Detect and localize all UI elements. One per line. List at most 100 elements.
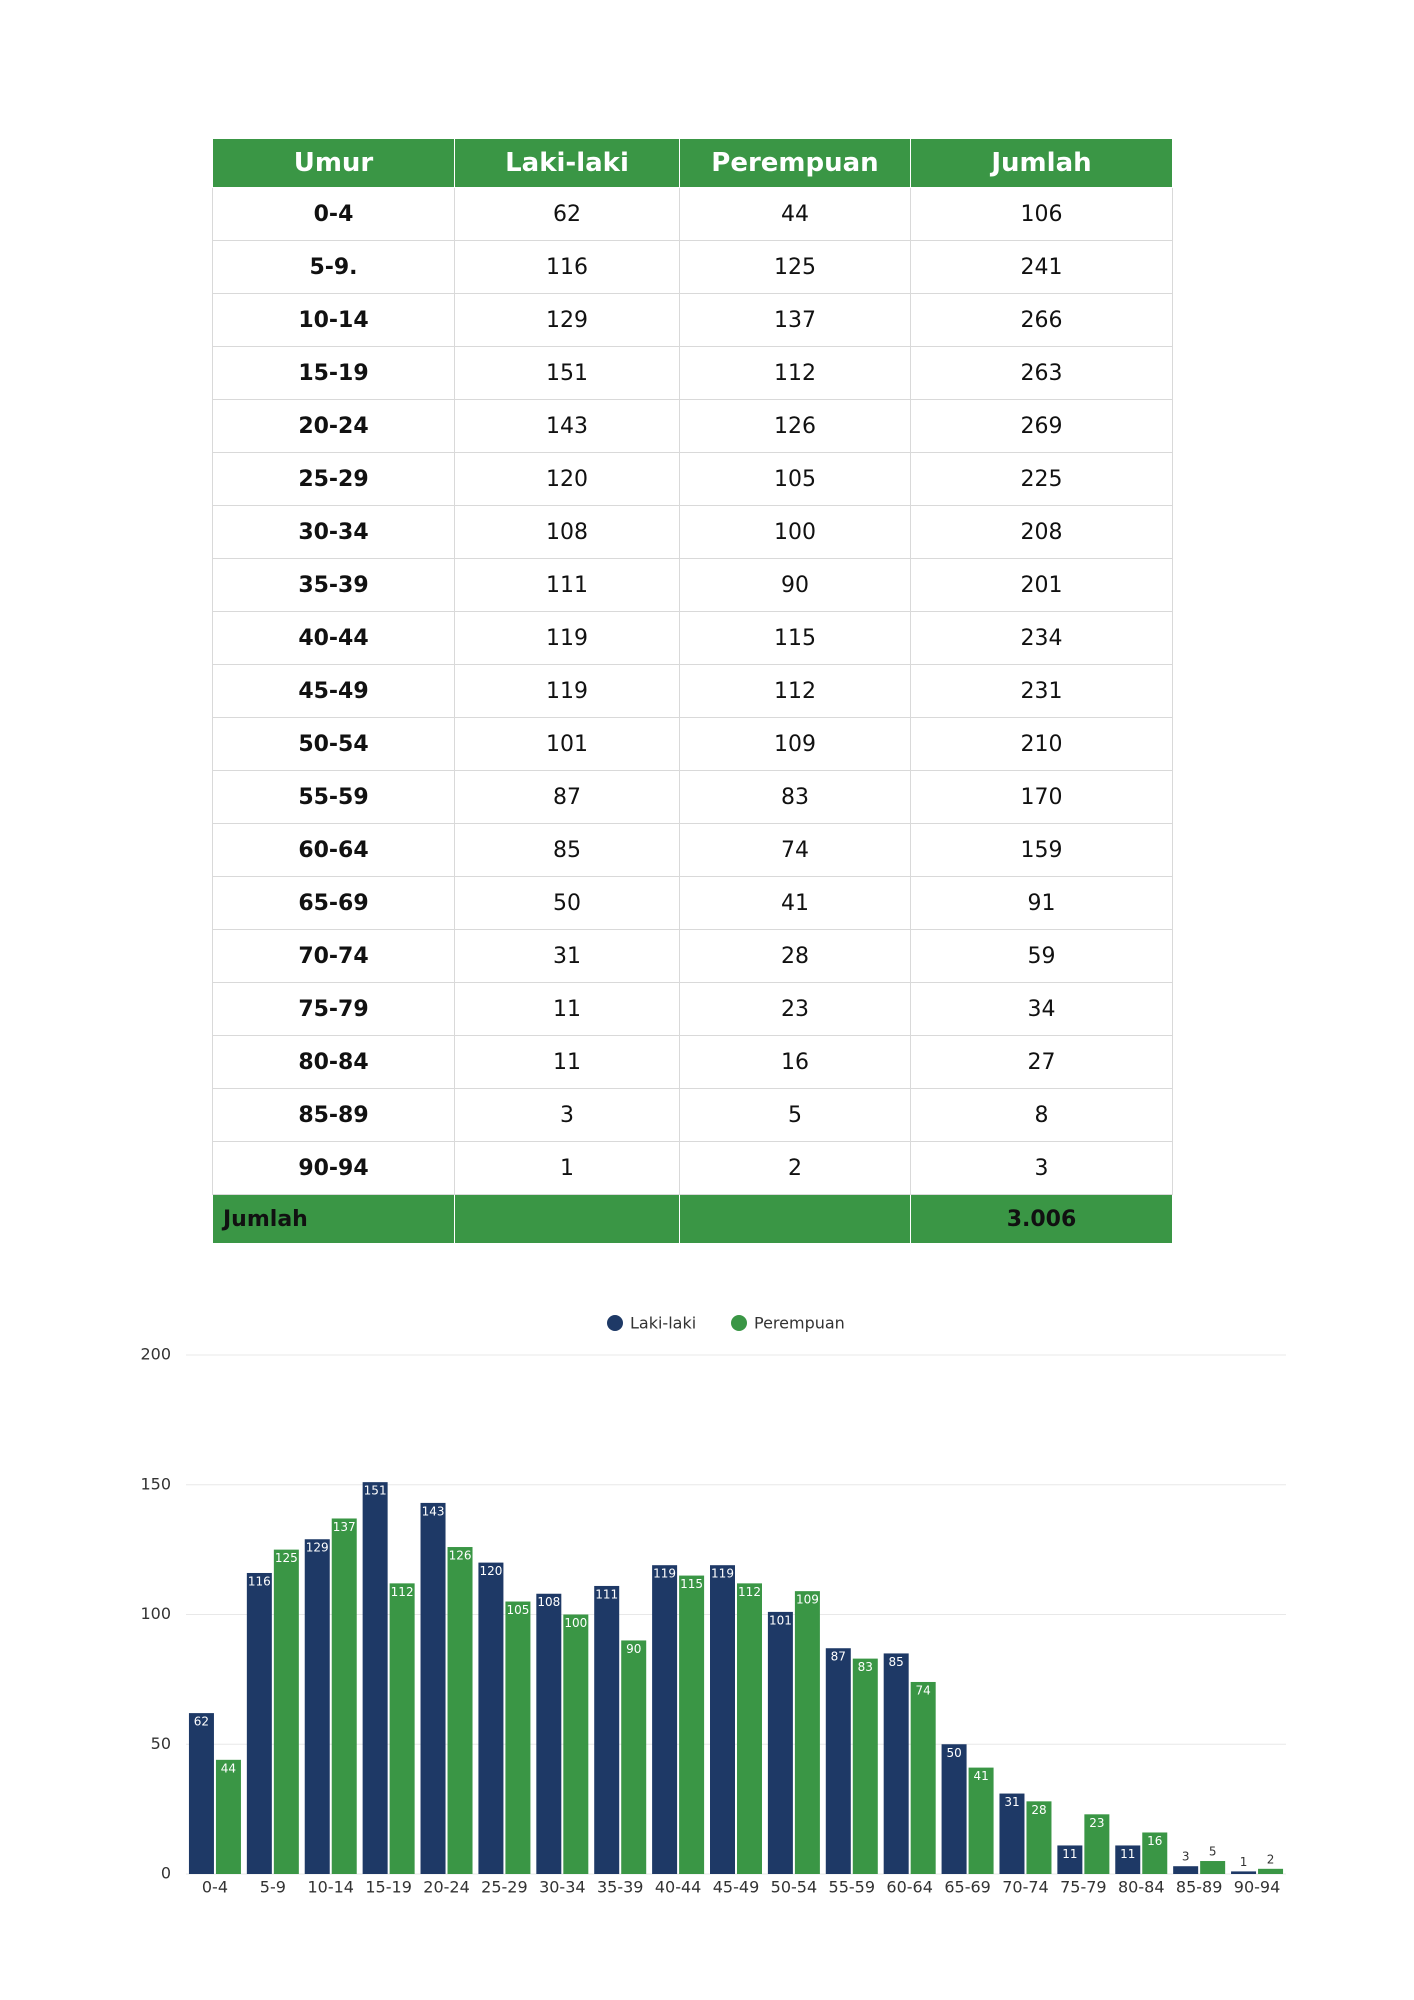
data-label: 28	[1031, 1803, 1046, 1817]
data-label: 23	[1089, 1816, 1104, 1830]
table-row: 75-79 11 23 34	[212, 982, 1173, 1036]
bar	[1057, 1845, 1083, 1874]
table-row: 85-89 3 5 8	[212, 1088, 1173, 1142]
table-cell: 106	[910, 187, 1173, 241]
table-cell: 119	[454, 611, 680, 665]
data-label: 74	[916, 1683, 931, 1697]
table-cell: 85	[454, 823, 680, 877]
table-row: 60-64 85 74 159	[212, 823, 1173, 877]
x-tick-label: 0-4	[202, 1878, 228, 1897]
table-row: 90-94 1 2 3	[212, 1141, 1173, 1195]
total-row: Jumlah 3.006	[212, 1194, 1173, 1244]
data-label: 129	[306, 1541, 329, 1555]
table-cell: 25-29	[212, 452, 455, 506]
bar	[999, 1793, 1025, 1874]
table-cell: 100	[679, 505, 911, 559]
table-cell: 201	[910, 558, 1173, 612]
data-label: 119	[711, 1567, 734, 1581]
population-table: Umur Laki-laki Perempuan Jumlah 0-4 62 44 106 5…	[212, 138, 1173, 1244]
bar	[420, 1502, 446, 1874]
table-cell: 91	[910, 876, 1173, 930]
table-row: 45-49 119 112 231	[212, 664, 1173, 718]
data-label: 11	[1120, 1847, 1135, 1861]
table-cell: 125	[679, 240, 911, 294]
empty-cell	[679, 1194, 911, 1244]
table-cell: 109	[679, 717, 911, 771]
table-cell: 80-84	[212, 1035, 455, 1089]
bar	[825, 1648, 851, 1874]
table-cell: 8	[910, 1088, 1173, 1142]
table-row: 65-69 50 41 91	[212, 876, 1173, 930]
x-tick-label: 25-29	[481, 1878, 528, 1897]
data-label: 44	[221, 1761, 236, 1775]
bar	[621, 1640, 647, 1874]
table-cell: 5	[679, 1088, 911, 1142]
table-cell: 55-59	[212, 770, 455, 824]
table-cell: 101	[454, 717, 680, 771]
bar	[1084, 1814, 1110, 1874]
table-cell: 234	[910, 611, 1173, 665]
bar	[1173, 1866, 1199, 1874]
x-tick-label: 65-69	[944, 1878, 991, 1897]
data-label: 31	[1004, 1795, 1019, 1809]
table-cell: 75-79	[212, 982, 455, 1036]
legend-label: Perempuan	[754, 1314, 845, 1333]
bar	[304, 1539, 330, 1874]
table-body: 0-4 62 44 106 5-9. 116 125 241 10-14 129 137 266 15-…	[212, 187, 1173, 1244]
table-cell: 28	[679, 929, 911, 983]
bar	[331, 1518, 357, 1874]
table-cell: 90-94	[212, 1141, 455, 1195]
table-cell: 120	[454, 452, 680, 506]
table-cell: 11	[454, 982, 680, 1036]
bar	[767, 1611, 793, 1874]
table-cell: 0-4	[212, 187, 455, 241]
table-cell: 108	[454, 505, 680, 559]
x-tick-label: 15-19	[365, 1878, 412, 1897]
data-label: 41	[973, 1769, 988, 1783]
x-tick-label: 60-64	[886, 1878, 933, 1897]
table-cell: 31	[454, 929, 680, 983]
data-label: 137	[333, 1520, 356, 1534]
bar	[1142, 1832, 1168, 1874]
table-cell: 116	[454, 240, 680, 294]
data-label: 112	[738, 1585, 761, 1599]
data-label: 100	[564, 1616, 587, 1630]
data-label: 143	[422, 1504, 445, 1518]
bar	[215, 1759, 241, 1874]
x-tick-label: 55-59	[829, 1878, 876, 1897]
table-cell: 34	[910, 982, 1173, 1036]
data-label: 85	[889, 1655, 904, 1669]
x-tick-label: 10-14	[307, 1878, 354, 1897]
y-tick-label: 200	[140, 1345, 171, 1364]
data-label: 119	[653, 1567, 676, 1581]
bar	[968, 1767, 994, 1874]
data-label: 151	[364, 1484, 387, 1498]
bar	[883, 1653, 909, 1874]
table-cell: 241	[910, 240, 1173, 294]
table-cell: 62	[454, 187, 680, 241]
table-cell: 10-14	[212, 293, 455, 347]
table-cell: 35-39	[212, 558, 455, 612]
header-cell: Laki-laki	[454, 138, 680, 188]
table-cell: 11	[454, 1035, 680, 1089]
table-row: 50-54 101 109 210	[212, 717, 1173, 771]
data-label: 109	[796, 1593, 819, 1607]
table-cell: 1	[454, 1141, 680, 1195]
table-row: 55-59 87 83 170	[212, 770, 1173, 824]
bar	[1231, 1871, 1257, 1874]
table-row: 0-4 62 44 106	[212, 187, 1173, 241]
table-cell: 112	[679, 346, 911, 400]
x-tick-label: 85-89	[1176, 1878, 1223, 1897]
table-row: 20-24 143 126 269	[212, 399, 1173, 453]
bar	[1026, 1801, 1052, 1874]
table-cell: 225	[910, 452, 1173, 506]
data-label: 87	[831, 1650, 846, 1664]
x-tick-label: 5-9	[260, 1878, 286, 1897]
table-cell: 266	[910, 293, 1173, 347]
table-cell: 41	[679, 876, 911, 930]
table-cell: 170	[910, 770, 1173, 824]
bar	[188, 1713, 214, 1874]
data-label: 83	[858, 1660, 873, 1674]
table-cell: 74	[679, 823, 911, 877]
